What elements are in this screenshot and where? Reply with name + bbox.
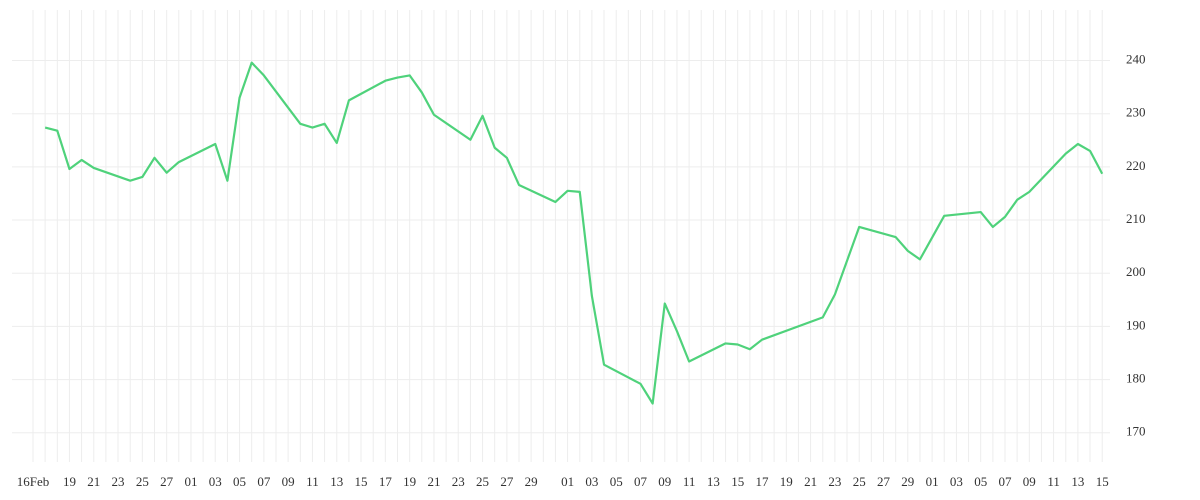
x-tick-label: 01 <box>926 474 939 489</box>
x-tick-label: 07 <box>257 474 271 489</box>
x-tick-label: 11 <box>1047 474 1060 489</box>
x-tick-label: 21 <box>804 474 817 489</box>
x-tick-label: 07 <box>999 474 1013 489</box>
x-tick-label: 09 <box>1023 474 1036 489</box>
x-tick-label: 23 <box>828 474 841 489</box>
y-tick-label: 220 <box>1126 158 1146 173</box>
x-tick-label: 29 <box>901 474 914 489</box>
x-tick-label: 03 <box>585 474 598 489</box>
x-tick-label: 01 <box>184 474 197 489</box>
x-tick-label: 15 <box>1096 474 1109 489</box>
x-tick-label: 19 <box>780 474 793 489</box>
x-tick-label: 03 <box>209 474 222 489</box>
x-tick-label: 15 <box>355 474 368 489</box>
x-tick-label: 29 <box>525 474 538 489</box>
x-tick-label: 23 <box>112 474 125 489</box>
x-tick-label: 01 <box>561 474 574 489</box>
x-tick-label: 03 <box>950 474 963 489</box>
x-tick-label: 05 <box>974 474 987 489</box>
x-tick-label: 11 <box>306 474 319 489</box>
x-tick-label: 09 <box>282 474 295 489</box>
x-tick-label: 25 <box>136 474 149 489</box>
x-tick-label: 05 <box>610 474 623 489</box>
x-tick-label: 07 <box>634 474 648 489</box>
x-tick-label: 23 <box>452 474 465 489</box>
x-tick-label: 27 <box>877 474 891 489</box>
x-tick-label: 19 <box>63 474 76 489</box>
x-tick-label: 13 <box>707 474 720 489</box>
y-tick-label: 180 <box>1126 371 1146 386</box>
x-tick-label: 21 <box>87 474 100 489</box>
x-tick-label: 15 <box>731 474 744 489</box>
y-tick-label: 190 <box>1126 317 1146 332</box>
y-tick-label: 240 <box>1126 52 1146 67</box>
x-tick-label: 09 <box>658 474 671 489</box>
x-tick-label: 17 <box>756 474 770 489</box>
x-tick-label: 17 <box>379 474 393 489</box>
x-tick-label: 27 <box>160 474 174 489</box>
y-tick-label: 170 <box>1126 424 1146 439</box>
x-tick-label: 19 <box>403 474 416 489</box>
x-tick-label: 05 <box>233 474 246 489</box>
y-tick-label: 210 <box>1126 211 1146 226</box>
x-tick-label: 11 <box>683 474 696 489</box>
x-tick-label: 25 <box>853 474 866 489</box>
x-tick-label: 27 <box>500 474 514 489</box>
x-tick-label: 16Feb <box>17 474 50 489</box>
x-tick-label: 25 <box>476 474 489 489</box>
x-tick-label: 21 <box>427 474 440 489</box>
price-line <box>44 61 1104 405</box>
x-tick-label: 13 <box>330 474 343 489</box>
x-tick-label: 13 <box>1071 474 1084 489</box>
y-tick-label: 230 <box>1126 105 1146 120</box>
y-tick-label: 200 <box>1126 264 1146 279</box>
